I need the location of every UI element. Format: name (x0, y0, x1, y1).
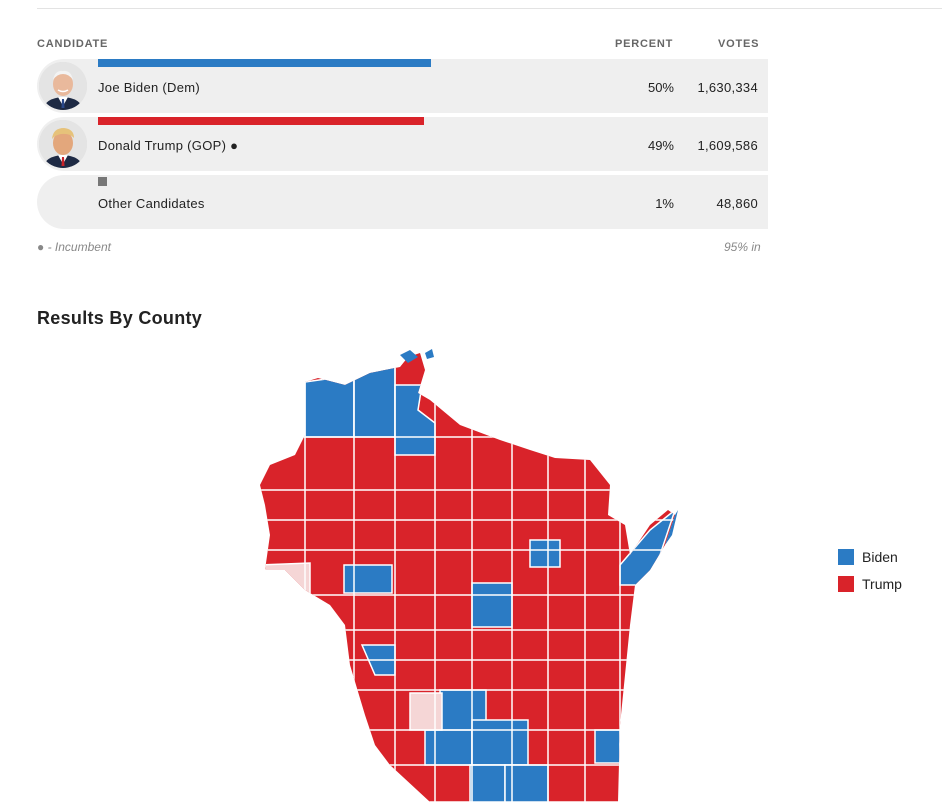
legend-label: Trump (862, 576, 902, 592)
county-biden[interactable] (394, 384, 436, 456)
county-tie[interactable] (409, 692, 443, 731)
candidate-votes: 1,630,334 (697, 80, 758, 95)
candidate-row-biden: Joe Biden (Dem) 50% 1,630,334 (37, 59, 768, 113)
county-biden[interactable] (471, 582, 513, 628)
top-divider (37, 8, 942, 9)
county-biden[interactable] (529, 539, 561, 568)
county-biden[interactable] (665, 510, 678, 545)
trump-photo-avatar (39, 120, 87, 168)
vote-share-bar-trump (98, 117, 424, 125)
candidate-name: Other Candidates (98, 196, 205, 211)
column-header-votes: VOTES (718, 38, 760, 50)
legend-swatch-biden (838, 549, 854, 565)
candidate-percent: 49% (647, 138, 674, 153)
candidate-votes: 48,860 (716, 196, 758, 211)
column-header-candidate: CANDIDATE (37, 38, 109, 50)
county-biden[interactable] (353, 364, 396, 438)
candidate-votes: 1,609,586 (697, 138, 758, 153)
column-header-percent: PERCENT (615, 38, 674, 50)
county-biden[interactable] (594, 729, 621, 764)
county-biden[interactable] (425, 349, 434, 359)
other-candidates-swatch (98, 177, 107, 186)
legend-label: Biden (862, 549, 898, 565)
reporting-status: 95% in (724, 240, 761, 254)
legend-item-trump: Trump (838, 576, 902, 592)
county-biden[interactable] (471, 719, 529, 766)
legend-item-biden: Biden (838, 549, 898, 565)
candidate-row-trump: Donald Trump (GOP) ● 49% 1,609,586 (37, 117, 768, 171)
biden-photo-avatar (39, 62, 87, 110)
candidate-name: Donald Trump (GOP) ● (98, 138, 239, 153)
legend-swatch-trump (838, 576, 854, 592)
county-biden[interactable] (400, 350, 418, 363)
results-by-county-title: Results By County (37, 308, 203, 328)
candidate-row-other: Other Candidates 1% 48,860 (37, 175, 768, 229)
county-biden[interactable] (469, 764, 506, 802)
county-biden[interactable] (424, 729, 473, 766)
candidate-percent: 1% (655, 196, 674, 211)
candidate-name: Joe Biden (Dem) (98, 80, 201, 95)
candidate-percent: 50% (647, 80, 674, 95)
county-results-map[interactable] (250, 345, 680, 802)
county-biden[interactable] (343, 564, 393, 594)
county-tie[interactable] (260, 562, 311, 596)
county-biden[interactable] (304, 374, 355, 438)
vote-share-bar-biden (98, 59, 431, 67)
incumbent-footnote: ● - Incumbent (37, 240, 111, 254)
